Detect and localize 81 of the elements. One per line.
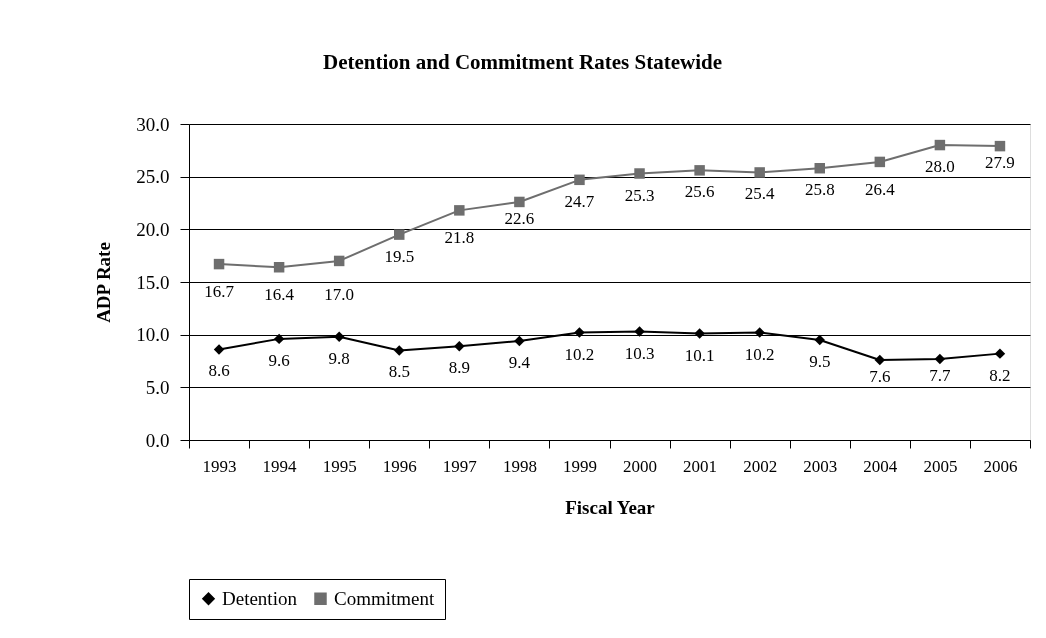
point bbox=[454, 341, 465, 352]
data-label: 8.5 bbox=[388, 362, 410, 382]
data-label: 21.8 bbox=[444, 228, 475, 248]
data-label: 25.4 bbox=[744, 184, 776, 204]
data-label: 16.4 bbox=[264, 285, 295, 305]
data-label: 24.7 bbox=[564, 191, 595, 211]
x-tick-label: 1996 bbox=[382, 456, 417, 476]
point bbox=[934, 353, 946, 365]
y-tick-label: 30.0 bbox=[136, 113, 170, 135]
data-label: 22.6 bbox=[504, 208, 535, 228]
point bbox=[213, 344, 225, 355]
y-tick-label: 20.0 bbox=[136, 218, 170, 240]
point bbox=[874, 156, 886, 168]
data-label: 10.3 bbox=[624, 343, 655, 363]
point bbox=[814, 334, 825, 346]
point bbox=[333, 255, 345, 267]
x-tick-label: 2003 bbox=[803, 456, 838, 476]
point bbox=[634, 168, 645, 179]
point bbox=[634, 326, 645, 337]
point bbox=[934, 139, 946, 151]
point bbox=[694, 165, 705, 176]
x-tick-label: 2001 bbox=[683, 456, 718, 476]
point bbox=[394, 229, 405, 240]
point bbox=[273, 333, 285, 345]
point bbox=[213, 258, 225, 270]
data-label: 9.4 bbox=[508, 352, 531, 372]
y-tick-label: 25.0 bbox=[136, 166, 170, 188]
data-label: 7.7 bbox=[929, 365, 952, 385]
data-label: 8.6 bbox=[208, 361, 230, 381]
point bbox=[454, 205, 465, 216]
point bbox=[994, 348, 1006, 359]
data-label: 26.4 bbox=[864, 179, 896, 199]
data-label: 19.5 bbox=[384, 246, 415, 266]
x-tick-label: 2000 bbox=[623, 456, 658, 476]
data-label: 10.1 bbox=[684, 345, 715, 365]
x-tick-label: 2005 bbox=[923, 456, 958, 476]
point bbox=[514, 196, 525, 208]
x-tick-label: 1994 bbox=[262, 456, 298, 476]
data-label: 17.0 bbox=[324, 284, 355, 304]
x-axis-title: Fiscal Year bbox=[565, 496, 656, 518]
data-label: 8.9 bbox=[448, 358, 470, 378]
data-label: 9.6 bbox=[268, 350, 290, 370]
x-tick-label: 2004 bbox=[863, 456, 898, 476]
y-tick-label: 0.0 bbox=[145, 429, 170, 451]
data-label: 10.2 bbox=[744, 344, 775, 364]
data-label: 10.2 bbox=[564, 344, 595, 364]
point bbox=[814, 163, 825, 174]
point bbox=[394, 345, 405, 356]
data-label: 9.5 bbox=[809, 351, 831, 371]
legend-label: Detention bbox=[222, 587, 298, 609]
point bbox=[754, 167, 765, 178]
point bbox=[574, 174, 585, 186]
data-label: 9.8 bbox=[328, 348, 350, 368]
x-tick-label: 1995 bbox=[322, 456, 357, 476]
chart-title: Detention and Commitment Rates Statewide bbox=[323, 50, 722, 74]
x-tick-label: 2002 bbox=[743, 456, 778, 476]
data-label: 25.8 bbox=[804, 180, 835, 200]
point bbox=[874, 354, 886, 366]
point bbox=[694, 328, 705, 339]
x-tick-label: 2006 bbox=[983, 456, 1018, 476]
x-tick-label: 1993 bbox=[202, 456, 237, 476]
data-label: 16.7 bbox=[204, 282, 235, 302]
x-tick-label: 1997 bbox=[442, 456, 478, 476]
data-label: 7.6 bbox=[869, 366, 891, 386]
y-axis-title: ADP Rate bbox=[93, 242, 115, 323]
y-tick-label: 5.0 bbox=[145, 376, 170, 398]
point bbox=[514, 335, 525, 347]
point bbox=[754, 327, 765, 338]
x-tick-label: 1998 bbox=[502, 456, 537, 476]
x-tick-label: 1999 bbox=[562, 456, 597, 476]
data-label: 8.2 bbox=[989, 365, 1011, 385]
point bbox=[994, 140, 1006, 152]
y-tick-label: 15.0 bbox=[136, 271, 170, 293]
data-label: 28.0 bbox=[925, 157, 955, 177]
y-tick-label: 10.0 bbox=[136, 324, 170, 346]
data-label: 27.9 bbox=[985, 153, 1015, 173]
point bbox=[574, 327, 585, 338]
point bbox=[273, 262, 285, 273]
legend-label: Commitment bbox=[334, 587, 435, 609]
data-label: 25.6 bbox=[684, 182, 715, 202]
data-label: 25.3 bbox=[624, 185, 655, 205]
